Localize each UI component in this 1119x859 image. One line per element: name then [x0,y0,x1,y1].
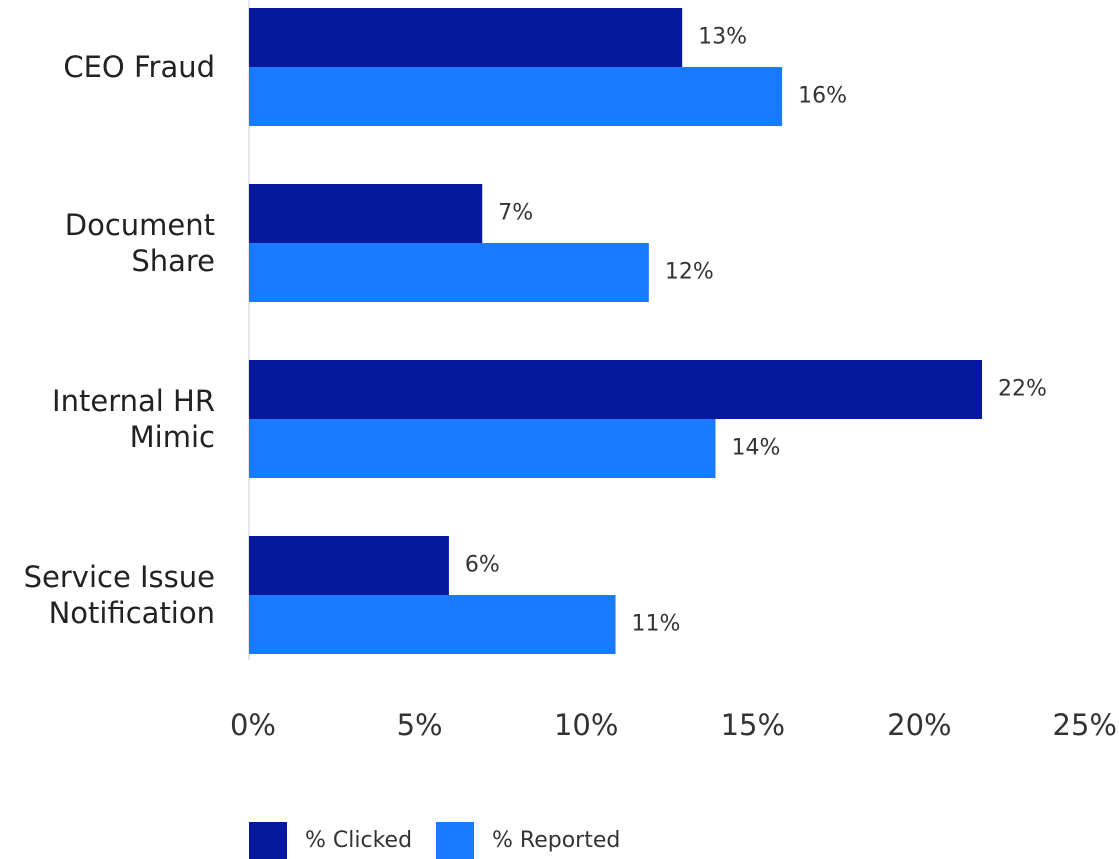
legend-swatch [249,822,287,859]
x-tick-label: 10% [554,708,618,742]
data-label: 7% [498,201,533,226]
bar [249,67,783,126]
bar [249,8,683,67]
x-tick-label: 5% [397,708,443,742]
data-label: 22% [998,377,1047,402]
bar [249,184,483,243]
data-label: 14% [731,436,780,461]
x-tick-label: 25% [1053,708,1117,742]
x-tick-label: 0% [230,708,276,742]
legend-label: % Clicked [305,828,412,853]
x-tick-label: 15% [721,708,785,742]
bar [249,360,983,419]
data-label: 11% [632,612,681,637]
data-label: 12% [665,260,714,285]
category-label: Document Share [64,208,215,278]
legend-label: % Reported [492,828,620,853]
category-label: Service Issue Notification [23,560,215,630]
bar [249,243,649,302]
category-label: CEO Fraud [63,50,215,84]
x-tick-label: 20% [887,708,951,742]
data-label: 6% [465,553,500,578]
legend-swatch [436,822,474,859]
category-label: Internal HR Mimic [52,384,215,454]
bar [249,536,449,595]
bar [249,419,716,478]
data-label: 13% [698,25,747,50]
bar [249,595,616,654]
data-label: 16% [798,84,847,109]
